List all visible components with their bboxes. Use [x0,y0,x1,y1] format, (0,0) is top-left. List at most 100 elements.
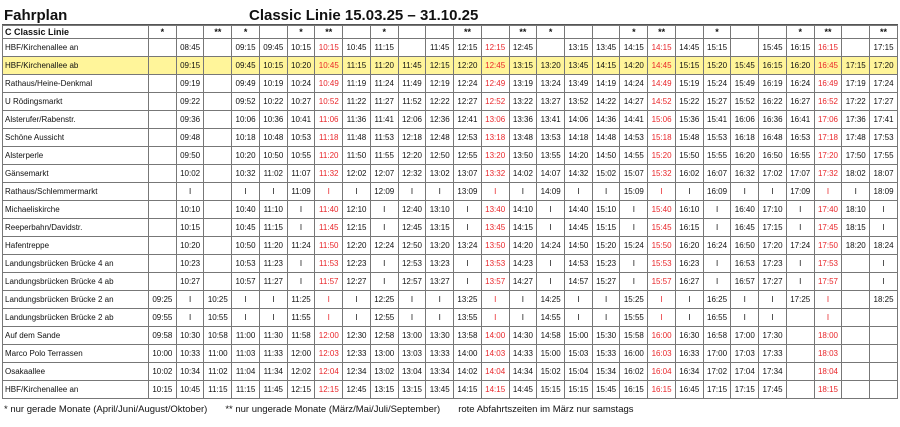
time-cell: 17:24 [785,236,815,255]
time-cell: I [453,272,482,291]
time-cell: 16:00 [619,344,649,363]
time-cell: 13:20 [536,56,566,75]
time-cell [203,236,233,255]
timetable: C Classic Linie * ** * * ** * ** ** * * ** * * ** ** HBF… [2,25,898,399]
time-cell: 14:27 [508,272,538,291]
time-cell: 12:15 [453,38,482,57]
time-cell: 14:23 [508,254,538,273]
time-cell: 14:53 [564,254,593,273]
time-cell: 17:19 [841,74,871,93]
stop-name: HBF/Kirchenallee an [2,380,149,399]
time-cell: 16:32 [730,164,760,183]
time-cell: 18:07 [869,164,898,183]
time-cell: 11:06 [314,110,344,129]
stop-row: HBF/Kirchenallee an 10:15 10:45 11:15 11:15 1… [2,380,898,399]
time-cell: 13:41 [536,110,566,129]
time-cell: 13:02 [425,164,455,183]
time-cell: I [342,182,371,201]
time-cell: I [647,290,676,309]
time-cell: 16:36 [758,110,787,129]
time-cell: 13:40 [480,200,510,219]
stop-row: Landungsbrücken Brücke 4 ab 10:27 10:57 11:… [2,272,898,291]
time-cell: 11:32 [314,164,344,183]
time-cell: I [730,182,760,201]
time-cell: 15:03 [564,344,593,363]
time-cell: 13:45 [425,380,455,399]
marker-cell [841,25,871,39]
time-cell [841,254,871,273]
time-cell: I [758,308,787,327]
time-cell: I [425,308,455,327]
time-cell: 13:15 [508,56,538,75]
time-cell: 12:40 [397,200,427,219]
time-cell [785,380,815,399]
time-cell: 15:04 [564,362,593,381]
time-cell: 12:06 [397,110,427,129]
time-cell: 13:03 [397,344,427,363]
time-cell: 09:19 [175,74,205,93]
time-cell [841,290,871,309]
stop-name: U Rödingsmarkt [2,92,149,111]
stop-name: Schöne Aussicht [2,128,149,147]
time-cell: I [508,182,538,201]
time-cell: 16:22 [758,92,787,111]
time-cell: 13:57 [480,272,510,291]
time-cell: 15:45 [758,38,787,57]
marker-cell: ** [314,25,344,39]
time-cell: 17:40 [813,200,843,219]
time-cell: I [231,290,260,309]
time-cell: 14:15 [647,38,676,57]
stop-row: Landungsbrücken Brücke 2 ab 09:55 I 10:55 I I… [2,308,898,327]
time-cell: 14:50 [591,146,621,165]
time-cell: 15:41 [702,110,732,129]
time-cell: 12:53 [397,254,427,273]
time-cell: 12:22 [425,92,455,111]
time-cell: 10:19 [258,74,288,93]
time-cell: 11:15 [203,380,233,399]
time-cell: 16:53 [730,254,760,273]
time-cell: 12:20 [397,146,427,165]
marker-cell: * [536,25,566,39]
time-cell: 16:58 [702,326,732,345]
time-cell: I [619,254,649,273]
time-cell: 09:50 [175,146,205,165]
stop-name: Auf dem Sande [2,326,149,345]
time-cell: 17:15 [869,38,898,57]
time-cell: I [342,290,371,309]
time-cell: 10:15 [286,38,316,57]
time-cell: I [425,182,455,201]
time-cell: 12:50 [397,236,427,255]
time-cell: 10:48 [258,128,288,147]
time-cell: 12:33 [342,344,371,363]
stop-row: Reeperbahn/Davidstr. 10:15 10:45 11:15 I 11:4… [2,218,898,237]
time-cell: I [674,182,704,201]
time-cell: 14:25 [536,290,566,309]
stop-row: Marco Polo Terrassen 10:00 10:33 11:00 11:03… [2,344,898,363]
time-cell: 15:09 [619,182,649,201]
time-cell: 12:24 [453,74,482,93]
time-cell: 14:15 [453,380,482,399]
time-cell: 12:58 [369,326,399,345]
time-cell: I [536,218,566,237]
time-cell: 11:45 [258,380,288,399]
time-cell: 10:55 [286,146,316,165]
time-cell: 11:15 [231,380,260,399]
time-cell: 12:41 [453,110,482,129]
time-cell: 14:50 [564,236,593,255]
time-cell: 15:33 [591,344,621,363]
time-cell: 18:25 [869,290,898,309]
time-cell: 11:55 [369,146,399,165]
time-cell: 12:48 [425,128,455,147]
stop-name: Rathaus/Schlemmermarkt [2,182,149,201]
time-cell: 11:25 [286,290,316,309]
time-cell: I [702,254,732,273]
stop-name: Hafentreppe [2,236,149,255]
time-cell: 15:23 [591,254,621,273]
time-cell: I [647,308,676,327]
time-cell: I [508,308,538,327]
marker-cell [342,25,371,39]
time-cell: 17:15 [730,380,760,399]
time-cell: 16:15 [758,56,787,75]
time-cell: 13:06 [480,110,510,129]
time-cell: 17:03 [730,344,760,363]
